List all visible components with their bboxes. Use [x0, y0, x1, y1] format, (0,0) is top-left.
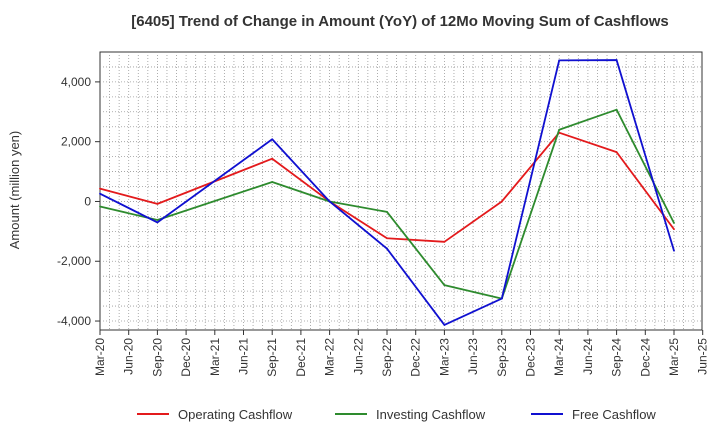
operating-cashflow-point — [386, 237, 388, 240]
investing-cashflow-point — [558, 128, 561, 131]
x-tick-label: Jun-21 — [237, 338, 251, 375]
y-tick-label: 2,000 — [61, 135, 91, 149]
free-cashflow-point — [443, 324, 446, 326]
x-tick-label: Mar-21 — [208, 338, 222, 376]
chart-title: [6405] Trend of Change in Amount (YoY) o… — [131, 13, 669, 30]
investing-cashflow-point — [271, 181, 274, 183]
x-tick-label: Mar-22 — [323, 338, 337, 376]
free-cashflow-line — [99, 59, 675, 326]
x-tick-label: Sep-23 — [495, 338, 509, 377]
legend: Operating Cashflow Investing Cashflow Free… — [137, 407, 656, 422]
y-tick-label: -4,000 — [57, 314, 91, 328]
x-tick-label: Mar-25 — [667, 338, 681, 376]
operating-cashflow-point — [99, 187, 101, 190]
free-cashflow-point — [500, 297, 503, 300]
y-tick-label: 4,000 — [61, 75, 91, 89]
x-tick-label: Dec-21 — [294, 338, 308, 377]
y-tick-label: 0 — [84, 194, 91, 208]
investing-cashflow-point — [386, 211, 388, 213]
x-tick-label: Jun-20 — [122, 338, 136, 375]
x-tick-label: Mar-20 — [93, 338, 107, 376]
x-tick-label: Sep-20 — [150, 338, 164, 377]
operating-cashflow-legend-label: Operating Cashflow — [178, 407, 293, 422]
investing-cashflow-point — [615, 108, 618, 111]
operating-cashflow-point — [443, 240, 446, 243]
x-tick-label: Sep-21 — [265, 338, 279, 377]
operating-cashflow-point — [673, 228, 675, 231]
x-tick-label: Jun-23 — [466, 338, 480, 375]
x-tick-label: Sep-24 — [610, 338, 624, 377]
x-tick-label: Jun-22 — [351, 338, 365, 375]
free-cashflow-point — [615, 59, 618, 61]
investing-cashflow-point — [673, 222, 675, 224]
investing-cashflow-line — [99, 108, 675, 300]
y-tick-label: -2,000 — [57, 254, 91, 268]
y-axis: 4,000 2,000 0 -2,000 -4,000 — [57, 75, 100, 328]
x-tick-label: Dec-22 — [409, 338, 423, 377]
operating-cashflow-point — [500, 200, 503, 203]
investing-cashflow-point — [156, 219, 159, 221]
investing-cashflow-point — [99, 205, 101, 208]
operating-cashflow-point — [615, 151, 618, 154]
y-axis-label: Amount (million yen) — [7, 131, 22, 250]
investing-cashflow-legend-label: Investing Cashflow — [376, 407, 486, 422]
free-cashflow-point — [328, 200, 331, 203]
operating-cashflow-point — [156, 202, 159, 205]
x-tick-label: Jun-25 — [696, 338, 710, 375]
free-cashflow-point — [156, 221, 159, 224]
x-tick-label: Mar-24 — [552, 338, 566, 376]
x-tick-label: Mar-23 — [437, 338, 451, 376]
free-cashflow-point — [99, 192, 101, 195]
investing-cashflow-point — [443, 284, 446, 287]
x-tick-label: Dec-20 — [179, 338, 193, 377]
x-tick-label: Jun-24 — [581, 338, 595, 375]
x-tick-label: Dec-24 — [638, 338, 652, 377]
free-cashflow-point — [558, 59, 561, 62]
series-group — [99, 59, 675, 326]
operating-cashflow-point — [271, 157, 274, 160]
free-cashflow-point — [386, 247, 388, 250]
free-cashflow-point — [673, 249, 675, 252]
x-axis: Mar-20 Jun-20 Sep-20 Dec-20 Mar-21 Jun-21 Sep-… — [93, 330, 710, 377]
x-tick-label: Dec-23 — [524, 338, 538, 377]
free-cashflow-point — [271, 138, 274, 141]
free-cashflow-legend-label: Free Cashflow — [572, 407, 656, 422]
x-tick-label: Sep-22 — [380, 338, 394, 377]
